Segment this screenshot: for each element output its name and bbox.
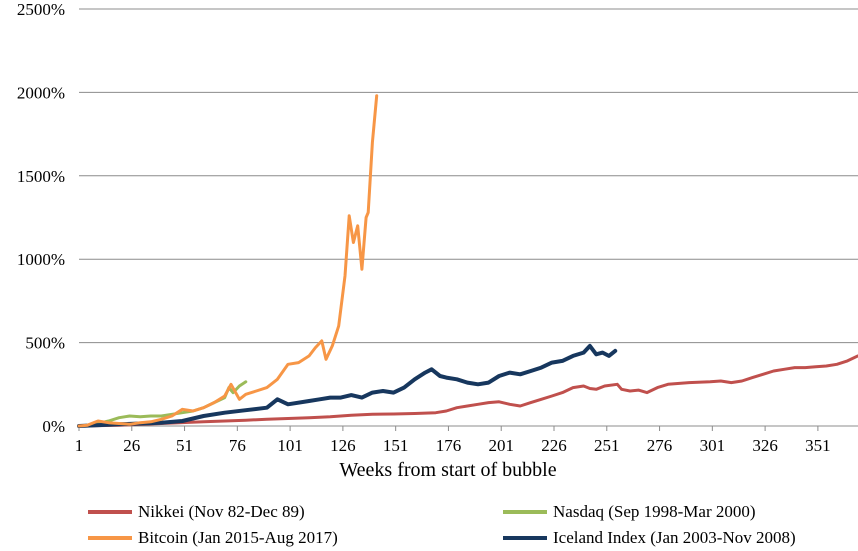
- x-tick-label: 151: [383, 436, 409, 455]
- series-nikkei-line: [77, 354, 858, 428]
- legend-swatch-bitcoin: [88, 536, 132, 540]
- legend-label-nikkei: Nikkei (Nov 82-Dec 89): [138, 502, 305, 521]
- x-tick-label: 51: [176, 436, 193, 455]
- y-tick-label: 1500%: [17, 167, 65, 186]
- series-bitcoin-line: [77, 94, 379, 428]
- legend-swatch-nikkei: [88, 510, 132, 514]
- y-tick-labels: 0% 500% 1000% 1500% 2000% 2500%: [17, 0, 65, 436]
- x-tick-label: 126: [330, 436, 356, 455]
- legend-label-iceland: Iceland Index (Jan 2003-Nov 2008): [553, 528, 796, 547]
- x-tick-label: 1: [75, 436, 84, 455]
- x-tick-label: 251: [594, 436, 620, 455]
- legend-item-nikkei: Nikkei (Nov 82-Dec 89): [88, 502, 305, 522]
- x-tick-label: 326: [752, 436, 778, 455]
- y-tick-label: 2000%: [17, 83, 65, 102]
- legend-item-iceland: Iceland Index (Jan 2003-Nov 2008): [503, 528, 796, 548]
- y-tick-label: 0%: [42, 417, 65, 436]
- series-iceland-line: [77, 343, 618, 428]
- x-tick-label: 276: [647, 436, 673, 455]
- x-tick-label: 176: [436, 436, 462, 455]
- x-tick-label: 351: [805, 436, 831, 455]
- legend-item-nasdaq: Nasdaq (Sep 1998-Mar 2000): [503, 502, 756, 522]
- axes: [78, 425, 858, 431]
- x-tick-label: 226: [541, 436, 567, 455]
- legend-item-bitcoin: Bitcoin (Jan 2015-Aug 2017): [88, 528, 338, 548]
- series-lines: [77, 94, 858, 428]
- legend-label-bitcoin: Bitcoin (Jan 2015-Aug 2017): [138, 528, 338, 547]
- y-tick-label: 2500%: [17, 0, 65, 19]
- legend: Nikkei (Nov 82-Dec 89) Nasdaq (Sep 1998-…: [0, 494, 858, 551]
- legend-label-nasdaq: Nasdaq (Sep 1998-Mar 2000): [553, 502, 756, 521]
- x-axis-title: Weeks from start of bubble: [339, 459, 556, 481]
- x-tick-label: 26: [123, 436, 140, 455]
- x-tick-label: 201: [488, 436, 514, 455]
- x-tick-label: 76: [229, 436, 246, 455]
- legend-swatch-nasdaq: [503, 510, 547, 514]
- y-tick-label: 1000%: [17, 250, 65, 269]
- y-tick-label: 500%: [25, 334, 65, 353]
- gridlines: [79, 8, 858, 344]
- x-tick-label: 301: [700, 436, 726, 455]
- x-tick-label: 101: [277, 436, 303, 455]
- x-tick-labels: 1 26 51 76 101 126 151 176 201 226 251 276 301 326 351: [75, 436, 831, 455]
- line-chart: 0%500%1000%1500%2000%2500% 1 26 51 76 101 126…: [17, 0, 858, 481]
- legend-swatch-iceland: [503, 536, 547, 540]
